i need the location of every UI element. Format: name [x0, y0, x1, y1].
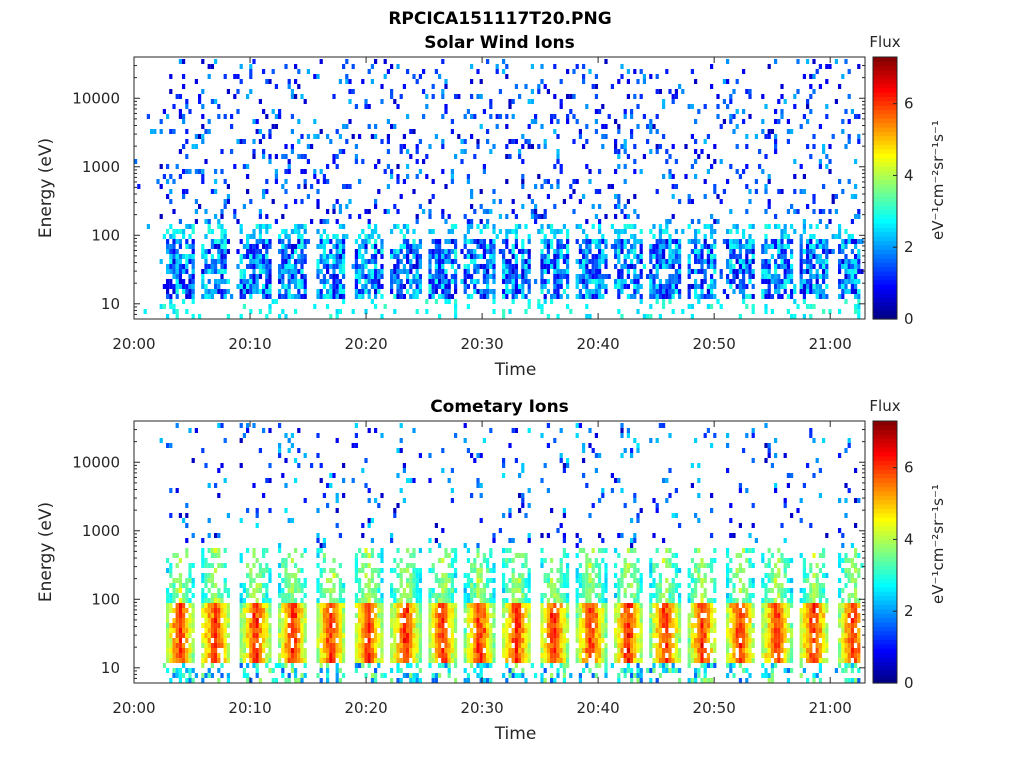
colorbar-tick-label: 6 [904, 459, 914, 477]
colorbar-tick-label: 4 [904, 530, 914, 548]
colorbar-unit: eV⁻¹cm⁻²sr⁻¹s⁻¹ [929, 120, 947, 240]
panel-title: Solar Wind Ions [424, 33, 575, 53]
colorbar-frame [872, 420, 898, 684]
x-tick-label: 20:20 [344, 699, 387, 717]
colorbar-tick-label: 0 [904, 674, 914, 692]
colorbar-label: Flux [869, 397, 900, 415]
panel-title: Cometary Ions [430, 397, 569, 417]
panel-cometary-ions: Cometary Ions 10 100 1000 10000 20:00 20:10 20:… [36, 397, 947, 744]
colorbar-tick-label: 0 [904, 310, 914, 328]
colorbar-tick-label: 6 [904, 95, 914, 113]
y-tick-label: 10000 [72, 89, 120, 107]
colorbar: 0 2 4 6 Flux eV⁻¹cm⁻²sr⁻¹s⁻¹ [869, 397, 947, 692]
y-tick-label: 100 [91, 590, 120, 608]
panel-solar-wind-ions: Solar Wind Ions 10 100 1000 10000 20:00 20:10 2… [36, 33, 947, 380]
y-tick-label: 10000 [72, 453, 120, 471]
y-tick-label: 10 [101, 659, 120, 677]
x-tick-label: 20:00 [112, 335, 155, 353]
colorbar-frame [872, 56, 898, 320]
x-tick-label: 20:50 [693, 699, 736, 717]
x-tick-label: 21:00 [809, 335, 852, 353]
colorbar-label: Flux [869, 33, 900, 51]
colorbar-unit: eV⁻¹cm⁻²sr⁻¹s⁻¹ [929, 484, 947, 604]
x-axis-label: Time [494, 360, 537, 380]
x-tick-label: 20:10 [228, 335, 271, 353]
x-tick-label: 20:10 [228, 699, 271, 717]
x-axis-label: Time [494, 724, 537, 744]
spectrogram [134, 59, 864, 319]
y-tick-label: 1000 [82, 522, 120, 540]
colorbar: 0 2 4 6 Flux eV⁻¹cm⁻²sr⁻¹s⁻¹ [869, 33, 947, 328]
x-tick-label: 20:50 [693, 335, 736, 353]
x-tick-label: 20:40 [577, 335, 620, 353]
colorbar-tick-label: 2 [904, 238, 914, 256]
y-axis-label: Energy (eV) [36, 138, 56, 238]
x-tick-label: 20:30 [460, 335, 503, 353]
y-tick-label: 1000 [82, 158, 120, 176]
y-tick-label: 100 [91, 226, 120, 244]
x-tick-label: 20:20 [344, 335, 387, 353]
colorbar-tick-label: 4 [904, 166, 914, 184]
spectrogram [159, 423, 864, 683]
x-tick-label: 20:00 [112, 699, 155, 717]
plot-frame [133, 420, 866, 684]
x-tick-label: 20:40 [577, 699, 620, 717]
figure-title: RPCICA151117T20.PNG [388, 9, 611, 29]
x-tick-label: 20:30 [460, 699, 503, 717]
colorbar-tick-label: 2 [904, 602, 914, 620]
y-tick-label: 10 [101, 295, 120, 313]
plot-frame [133, 56, 866, 320]
x-tick-label: 21:00 [809, 699, 852, 717]
y-axis-label: Energy (eV) [36, 502, 56, 602]
